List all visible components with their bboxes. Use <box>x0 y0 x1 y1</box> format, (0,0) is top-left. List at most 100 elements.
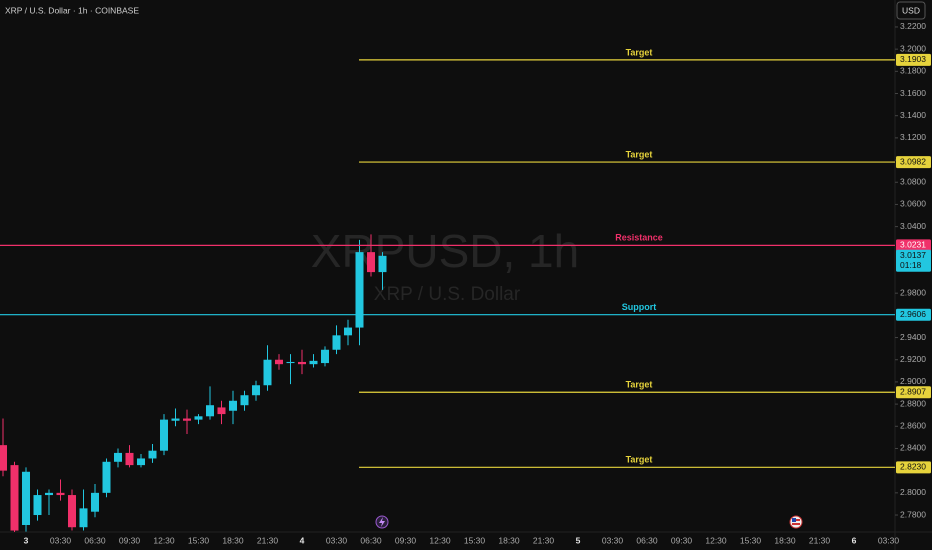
x-tick-label: 06:30 <box>84 535 106 545</box>
candle-body <box>171 418 180 421</box>
level-price-label: 2.9606 <box>900 309 926 319</box>
candle-body <box>160 419 168 451</box>
x-tick-label: 15:30 <box>740 535 762 545</box>
x-tick-label: 15:30 <box>188 535 210 545</box>
level-price-box <box>896 308 931 321</box>
candle-body <box>309 360 318 365</box>
y-tick-label: 2.7800 <box>900 509 926 519</box>
y-tick-label: 2.9800 <box>900 287 926 297</box>
x-tick-label: 03:30 <box>602 535 624 545</box>
y-tick-label: 3.0800 <box>900 177 926 187</box>
level-price-box <box>896 386 931 399</box>
level-price-box <box>896 239 931 252</box>
currency-button[interactable] <box>896 1 926 20</box>
currency-label[interactable]: USD <box>902 5 920 15</box>
candle-body <box>332 335 341 350</box>
candle-body <box>56 492 65 496</box>
x-tick-label: 12:30 <box>429 535 451 545</box>
y-tick-label: 3.0400 <box>900 221 926 231</box>
level-name: Target <box>626 380 653 390</box>
last-price-label: 3.0137 <box>900 250 926 260</box>
candle-body <box>125 452 134 466</box>
watermark-subtitle: XRP / U.S. Dollar <box>374 284 521 305</box>
plot-area <box>0 234 387 532</box>
y-tick-label: 2.8800 <box>900 398 926 408</box>
y-tick-label: 3.2200 <box>900 21 926 31</box>
y-tick-label: 3.0600 <box>900 199 926 209</box>
level-name: Resistance <box>615 233 663 243</box>
candle-body <box>45 492 53 496</box>
y-tick-label: 2.9400 <box>900 332 926 342</box>
x-tick-label: 4 <box>300 535 305 545</box>
x-tick-label: 06:30 <box>636 535 658 545</box>
x-tick-label: 03:30 <box>50 535 72 545</box>
candle-body <box>298 361 306 365</box>
level-price-box <box>896 53 931 66</box>
x-tick-label: 06:30 <box>360 535 382 545</box>
candle-body <box>355 252 364 328</box>
candle-body <box>240 395 249 406</box>
level-name: Target <box>626 47 653 57</box>
level-price-label: 3.0231 <box>900 240 926 250</box>
y-tick-label: 2.8400 <box>900 443 926 453</box>
y-tick-label: 3.1600 <box>900 88 926 98</box>
y-tick-label: 3.1200 <box>900 132 926 142</box>
level-price-label: 2.8230 <box>900 462 926 472</box>
countdown-label: 01:18 <box>900 260 922 270</box>
candle-body <box>229 400 237 411</box>
last-price-box <box>896 249 931 272</box>
level-price-box <box>896 461 931 474</box>
candle-body <box>344 327 352 336</box>
candle-body <box>102 461 111 493</box>
x-tick-label: 15:30 <box>464 535 486 545</box>
x-tick-label: 21:30 <box>533 535 555 545</box>
level-price-label: 2.8907 <box>900 386 926 396</box>
lightning-icon[interactable] <box>375 515 389 529</box>
x-tick-label: 5 <box>576 535 581 545</box>
candle-body <box>0 445 7 471</box>
x-tick-label: 18:30 <box>222 535 244 545</box>
y-tick-label: 3.1800 <box>900 66 926 76</box>
level-name: Target <box>626 455 653 465</box>
candle-body <box>22 471 30 526</box>
candle-body <box>148 450 157 459</box>
x-tick-label: 12:30 <box>153 535 175 545</box>
x-tick-label: 03:30 <box>326 535 348 545</box>
candle-body <box>206 405 214 417</box>
y-tick-label: 2.9200 <box>900 354 926 364</box>
candle-body <box>378 255 387 273</box>
level-price-label: 3.1903 <box>900 54 926 64</box>
y-tick-label: 2.9000 <box>900 376 926 386</box>
candle-body <box>79 508 88 528</box>
watermark: XRPUSD, 1h <box>311 225 579 277</box>
x-tick-label: 12:30 <box>705 535 727 545</box>
level-price-label: 3.0982 <box>900 156 926 166</box>
x-tick-label: 21:30 <box>257 535 279 545</box>
x-tick-label: 18:30 <box>774 535 796 545</box>
x-tick-label: 03:30 <box>878 535 900 545</box>
candle-body <box>367 252 375 273</box>
candle-body <box>263 359 272 386</box>
x-tick-label: 18:30 <box>498 535 520 545</box>
symbol-title: XRP / U.S. Dollar · 1h · COINBASE <box>5 5 139 15</box>
candle-body <box>183 418 191 421</box>
y-tick-label: 3.2000 <box>900 43 926 53</box>
candle-body <box>68 495 76 528</box>
level-price-box <box>896 156 931 169</box>
level-name: Support <box>622 302 657 312</box>
candle-body <box>321 349 329 364</box>
flag-icon[interactable] <box>789 515 803 529</box>
candle-body <box>217 407 226 415</box>
x-tick-label: 09:30 <box>671 535 693 545</box>
level-name: Target <box>626 149 653 159</box>
x-tick-label: 09:30 <box>395 535 417 545</box>
candle-body <box>10 465 19 531</box>
x-tick-label: 21:30 <box>809 535 831 545</box>
x-tick-label: 6 <box>852 535 857 545</box>
y-tick-label: 2.8000 <box>900 487 926 497</box>
x-tick-label: 3 <box>24 535 29 545</box>
candle-body <box>286 361 295 364</box>
candle-body <box>252 385 260 396</box>
